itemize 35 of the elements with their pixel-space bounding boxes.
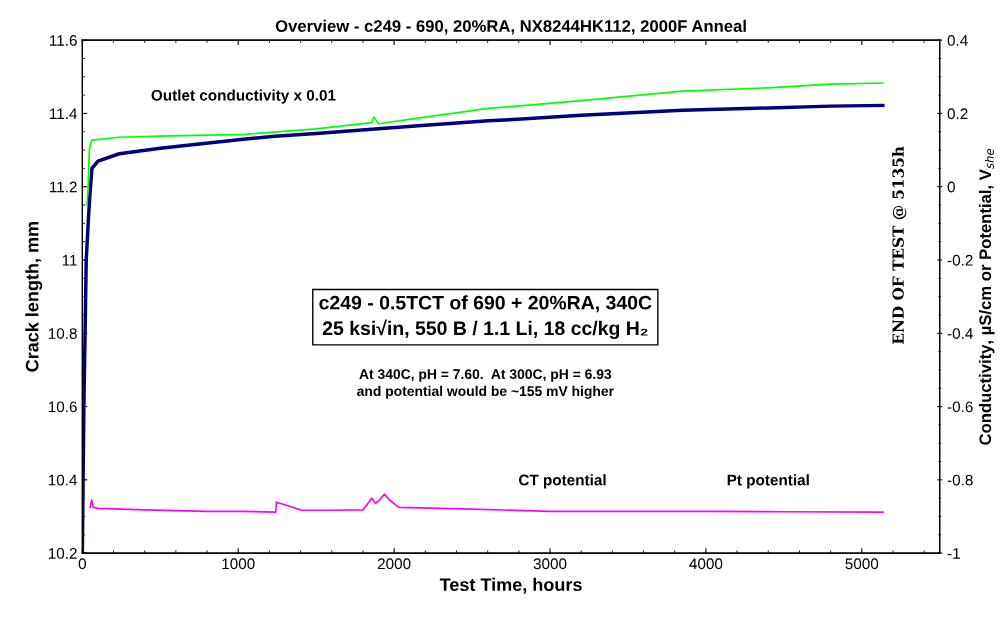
y-tick-label: 10.2 [48, 547, 77, 559]
x-tick-label: 2000 [377, 558, 411, 570]
y2-tick-label: -0.2 [947, 254, 973, 266]
y-tick-label: 10.4 [48, 474, 78, 486]
y2-tick-label: 0 [947, 181, 955, 193]
y-axis-title: Crack length, mm [25, 222, 43, 372]
x-tick-label: 0 [78, 558, 86, 570]
y2-tick-label: 0.4 [947, 35, 968, 46]
line-series [82, 103, 885, 554]
y-tick-label: 10.8 [48, 328, 77, 339]
annotation: At 340C, pH = 7.60. At 300C, pH = 6.93 and potential would be ~155 mV higher [357, 369, 614, 399]
chart-title: Overview - c249 - 690, 20%RA, NX8244HK112, 2000F Anneal [275, 19, 746, 35]
y-tick-label: 11.4 [50, 108, 78, 119]
y2-tick-label: -0.8 [947, 474, 973, 486]
annotation: Pt potential [727, 474, 809, 489]
y-tick-label: 11 [62, 255, 77, 266]
annotation: c249 - 0.5TCT of 690 + 20%RA, 340C 25 ksi√in, 550 B / 1.1 Li, 18 cc/kg H₂ [319, 295, 652, 340]
annotation: CT potential [518, 474, 606, 489]
y2-tick-label: -0.4 [947, 328, 973, 339]
x-axis-title: Test Time, hours [439, 577, 582, 594]
line-series [86, 82, 884, 206]
x-tick-label: 5000 [845, 558, 879, 570]
y-tick-label: 11.2 [50, 181, 77, 193]
line-series [89, 493, 884, 513]
y-tick-label: 11.6 [50, 35, 77, 46]
y2-tick-label: -0.6 [947, 401, 973, 413]
y-tick-label: 10.6 [48, 401, 77, 413]
y2-axis-title: Conductivity, µS/cm or Potential, V$_{she}$ [978, 148, 995, 445]
x-tick-label: 1000 [222, 558, 255, 570]
y2-tick-label: -1 [947, 548, 960, 559]
annotation: END OF TEST @ 5135h [892, 146, 907, 344]
y2-tick-label: 0.2 [947, 108, 968, 120]
annotation: Outlet conductivity x 0.01 [151, 89, 336, 104]
x-tick-label: 4000 [689, 558, 723, 570]
x-tick-label: 3000 [533, 558, 567, 570]
